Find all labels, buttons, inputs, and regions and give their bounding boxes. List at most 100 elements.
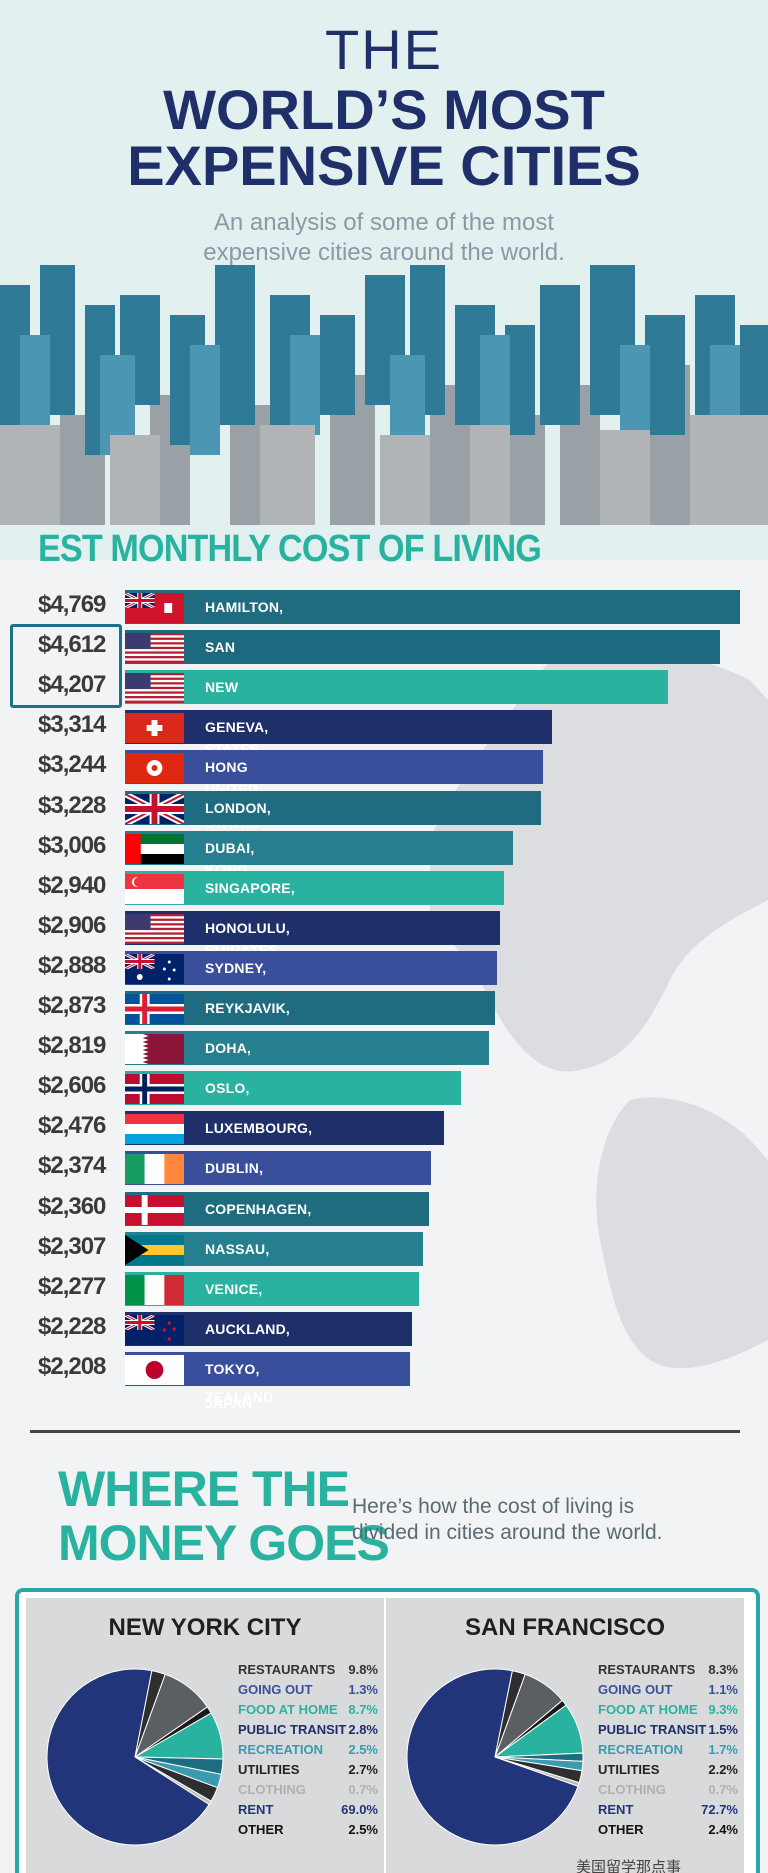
section-divider [30, 1430, 740, 1433]
uk-flag-icon [125, 793, 184, 824]
bahamas-flag-icon [125, 1234, 184, 1265]
bar-category-label: SINGAPORE, SINGAPORE [205, 879, 295, 930]
bar-value-label: $2,228 [38, 1312, 106, 1340]
legend-label: GOING OUT [238, 1682, 313, 1697]
legend-row: RESTAURANTS 9.8% [238, 1662, 378, 1682]
bar-value-label: $2,277 [38, 1272, 106, 1300]
bermuda-flag-icon [125, 593, 184, 623]
bar-category-label: SAN FRANCISCO, CA, UNITED STATES [205, 639, 294, 758]
bar-value-label: $2,374 [38, 1152, 106, 1180]
legend-label: GOING OUT [598, 1682, 673, 1697]
bar-category-label: DOHA, QATAR [205, 1040, 254, 1090]
bar-value-label: $2,606 [38, 1072, 106, 1100]
bar-value-label: $3,228 [38, 791, 106, 819]
bar [125, 991, 496, 1025]
singapore-flag-icon [125, 873, 184, 904]
bar-value-label: $2,888 [38, 951, 106, 979]
bar [125, 790, 542, 825]
legend-row: PUBLIC TRANSIT 2.8% [238, 1722, 378, 1742]
legend-value: 2.2% [708, 1762, 738, 1777]
bar-category-label: COPENHAGEN, DENMARK [205, 1200, 312, 1251]
japan-flag-icon [125, 1354, 184, 1385]
legend-label: PUBLIC TRANSIT [238, 1722, 347, 1737]
legend-label: UTILITIES [598, 1762, 660, 1777]
qatar-flag-icon [125, 1034, 184, 1065]
bar-value-label: $2,208 [38, 1352, 106, 1380]
legend-row: OTHER 2.5% [238, 1822, 378, 1842]
bar-value-label: $3,244 [38, 751, 106, 779]
bar-category-label: NEW YORK, NY, UNITED STATES [205, 679, 259, 831]
where-money-goes-subtitle: Here’s how the cost of living is divided… [352, 1494, 712, 1546]
bar-value-label: $2,819 [38, 1032, 106, 1060]
bar [125, 710, 553, 745]
hong-kong-flag-icon [125, 753, 184, 784]
luxembourg-flag-icon [125, 1114, 184, 1145]
legend-row: FOOD AT HOME 9.3% [598, 1702, 738, 1722]
pie-slice [46, 1668, 210, 1846]
bar-value-label: $3,314 [38, 711, 106, 739]
bar-category-label: TOKYO, JAPAN [205, 1360, 260, 1411]
legend-value: 1.7% [708, 1742, 738, 1757]
legend-row: OTHER 2.4% [598, 1822, 738, 1842]
legend-row: PUBLIC TRANSIT 1.5% [598, 1722, 738, 1742]
pie-chart-san-francisco [406, 1668, 584, 1846]
legend-label: RESTAURANTS [238, 1662, 336, 1677]
usa-flag-icon [125, 633, 184, 664]
legend-row: CLOTHING 0.7% [238, 1782, 378, 1802]
bar-value-label: $2,873 [38, 992, 106, 1019]
legend-value: 2.7% [348, 1762, 378, 1777]
bar-value-label: $4,769 [38, 591, 106, 618]
legend-value: 2.5% [348, 1822, 378, 1837]
legend-value: 1.3% [348, 1682, 378, 1697]
legend-label: UTILITIES [238, 1762, 300, 1777]
bar [125, 910, 500, 945]
legend-label: PUBLIC TRANSIT [598, 1722, 707, 1737]
bar-value-label: $4,612 [38, 631, 106, 659]
pie-chart-new-york [46, 1668, 224, 1846]
bar-category-label: REYKJAVIK, ICELAND [205, 1000, 290, 1050]
title-line-1: WORLD’S MOST [163, 78, 605, 141]
where-money-goes-title: WHERE THE MONEY GOES [58, 1462, 390, 1571]
legend-label: FOOD AT HOME [238, 1702, 338, 1717]
bar-category-label: OSLO, NORWAY [205, 1080, 267, 1130]
bar-value-label: $2,940 [38, 871, 106, 899]
bar-category-label: HAMILTON, BERMUDA [205, 599, 284, 649]
main-title: WORLD’S MOST EXPENSIVE CITIES [0, 82, 768, 194]
legend-row: GOING OUT 1.3% [238, 1682, 378, 1702]
legend-value: 8.3% [708, 1662, 738, 1677]
new-zealand-flag-icon [125, 1314, 184, 1345]
legend-value: 2.8% [348, 1722, 378, 1737]
legend-label: RECREATION [238, 1742, 323, 1757]
legend-value: 0.7% [708, 1782, 738, 1797]
usa-flag-icon [125, 673, 184, 704]
bar-category-label: HONG KONG, HONG KONG [205, 759, 252, 878]
pie-panel-new-york: NEW YORK CITY RESTAURANTS 9.8% GOING OUT 1.… [26, 1598, 384, 1873]
switzerland-flag-icon [125, 713, 184, 744]
legend-value: 9.3% [708, 1702, 738, 1717]
pie-title-san-francisco: SAN FRANCISCO [464, 1614, 665, 1641]
pie-panel-san-francisco: SAN FRANCISCO RESTAURANTS 8.3% GOING OUT 1.… [386, 1598, 744, 1873]
bar-category-label: DUBAI, UNITED ARAB EMIRATES [205, 839, 278, 958]
watermark-text: 美国留学那点事 [576, 1859, 682, 1873]
legend-row: RENT 72.7% [598, 1802, 738, 1822]
legend-row: RECREATION 1.7% [598, 1742, 738, 1762]
bar-value-label: $2,476 [38, 1112, 106, 1140]
bar-value-label: $3,006 [38, 831, 106, 859]
pie-title-new-york: NEW YORK CITY [108, 1614, 302, 1641]
title-line-2: EXPENSIVE CITIES [127, 134, 641, 197]
bar [125, 670, 668, 705]
legend-label: OTHER [238, 1822, 284, 1837]
where-money-goes-line-2: MONEY GOES [58, 1515, 390, 1571]
uae-flag-icon [125, 833, 184, 864]
legend-value: 0.7% [348, 1782, 378, 1797]
pie-slice [406, 1668, 579, 1846]
legend-value: 72.7% [701, 1802, 738, 1817]
bar [125, 830, 513, 865]
legend-value: 9.8% [348, 1662, 378, 1677]
legend-label: CLOTHING [598, 1782, 666, 1797]
bar-value-label: $4,207 [38, 671, 106, 699]
norway-flag-icon [125, 1074, 184, 1105]
legend-row: UTILITIES 2.2% [598, 1762, 738, 1782]
title-the: THE [325, 18, 443, 81]
